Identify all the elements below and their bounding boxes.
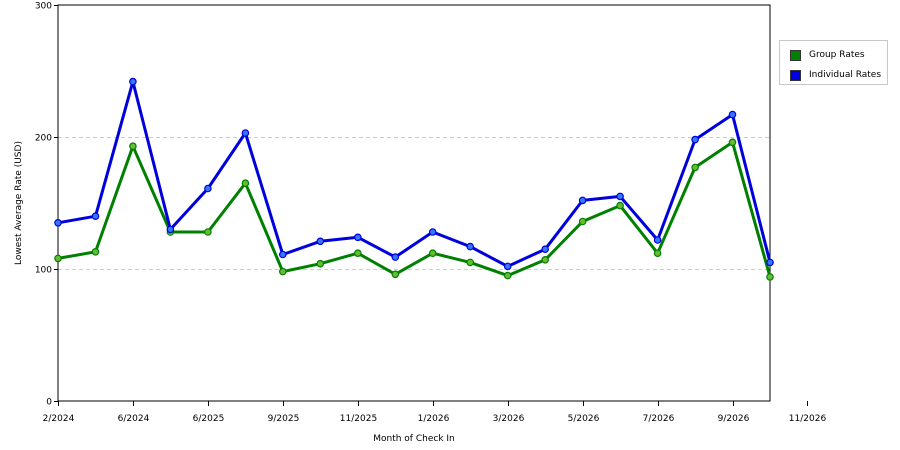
x-tick-label: 11/2025 [340, 414, 377, 424]
legend-label-group-rates: Group Rates [809, 50, 865, 60]
y-tick-label: 100 [35, 266, 52, 276]
data-point-individual-rates [578, 196, 587, 205]
data-point-group-rates [691, 163, 699, 172]
series-line-group-rates [56, 140, 772, 279]
data-point-individual-rates [428, 228, 437, 236]
y-axis-ticks: 0 100 200 300 [35, 2, 58, 408]
data-point-group-rates [578, 217, 587, 226]
y-tick-label: 0 [46, 398, 52, 408]
data-point-group-rates [241, 179, 250, 188]
data-point-group-rates [428, 249, 437, 258]
data-point-group-rates [278, 267, 287, 276]
legend-swatch-individual-rates [790, 69, 801, 81]
y-axis-title: Lowest Average Rate (USD) [14, 141, 24, 265]
data-point-individual-rates [54, 219, 62, 227]
axes [57, 4, 771, 402]
data-point-individual-rates [278, 250, 287, 259]
data-point-group-rates [766, 273, 774, 281]
x-tick-label: 6/2024 [118, 414, 150, 424]
x-tick-label: 2/2024 [43, 414, 75, 424]
data-point-individual-rates [653, 236, 662, 244]
data-point-group-rates [316, 259, 325, 268]
legend: Group Rates Individual Rates [779, 40, 888, 85]
data-point-group-rates [728, 138, 737, 147]
data-point-individual-rates [316, 237, 325, 246]
data-point-individual-rates [91, 212, 100, 221]
legend-label-individual-rates: Individual Rates [809, 70, 882, 80]
data-point-group-rates [54, 254, 62, 263]
x-tick-label: 6/2025 [193, 414, 225, 424]
data-point-individual-rates [391, 253, 400, 261]
x-tick-label: 7/2026 [643, 414, 675, 424]
plot-frame [57, 4, 771, 402]
y-tick-label: 300 [35, 2, 52, 12]
x-axis-title: Month of Check In [373, 434, 455, 444]
legend-item-individual-rates: Individual Rates [790, 69, 881, 81]
data-point-group-rates [541, 255, 550, 264]
data-point-individual-rates [353, 233, 362, 242]
data-point-individual-rates [129, 77, 137, 86]
data-point-group-rates [466, 258, 475, 267]
series-line-individual-rates [56, 80, 772, 268]
data-point-group-rates [204, 228, 212, 236]
data-point-group-rates [353, 249, 362, 258]
x-tick-label: 1/2026 [418, 414, 450, 424]
legend-item-group-rates: Group Rates [790, 49, 865, 61]
data-point-individual-rates [691, 135, 699, 144]
data-point-group-rates [91, 248, 100, 256]
series-layer [54, 77, 774, 281]
x-tick-label: 3/2026 [493, 414, 525, 424]
data-point-individual-rates [728, 110, 737, 119]
data-point-individual-rates [466, 242, 475, 251]
data-point-group-rates [129, 142, 137, 151]
data-point-individual-rates [766, 258, 774, 267]
legend-swatch-group-rates [790, 49, 801, 61]
data-point-individual-rates [241, 129, 250, 137]
data-point-individual-rates [541, 245, 550, 254]
y-tick-label: 200 [35, 134, 52, 144]
x-tick-label: 9/2026 [718, 414, 750, 424]
x-tick-label: 5/2026 [568, 414, 600, 424]
data-point-individual-rates [503, 262, 512, 271]
data-point-group-rates [391, 270, 400, 279]
data-point-group-rates [616, 201, 624, 210]
x-tick-label: 11/2026 [789, 414, 827, 424]
data-point-group-rates [503, 271, 512, 280]
x-axis-ticks: 2/2024 6/2024 6/2025 9/2025 11/2025 1/2026 3/2… [43, 401, 827, 424]
data-point-individual-rates [166, 225, 175, 234]
x-tick-label: 9/2025 [268, 414, 300, 424]
data-point-individual-rates [616, 192, 624, 201]
data-point-individual-rates [204, 184, 212, 193]
data-point-group-rates [653, 249, 662, 258]
